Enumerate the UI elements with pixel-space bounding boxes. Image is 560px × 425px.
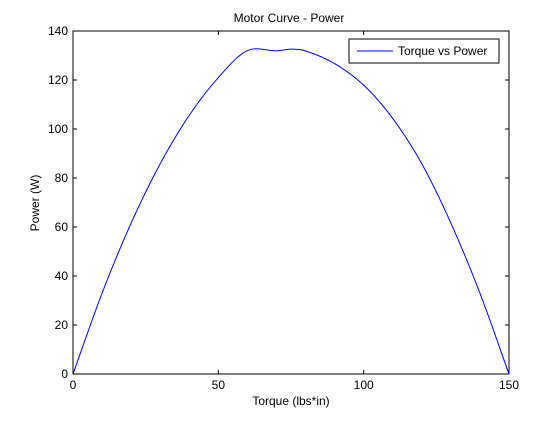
x-axis-ticks: 0 50 100 150 <box>70 31 519 392</box>
y-tick-label: 40 <box>55 269 69 283</box>
y-axis-label: Power (W) <box>28 175 42 232</box>
x-tick-label: 100 <box>354 378 374 392</box>
x-tick-label: 150 <box>499 378 519 392</box>
x-tick-label: 0 <box>70 378 77 392</box>
chart-title: Motor Curve - Power <box>234 11 345 25</box>
y-tick-label: 0 <box>61 367 68 381</box>
y-tick-label: 60 <box>55 220 69 234</box>
y-tick-label: 20 <box>55 318 69 332</box>
x-axis-label: Torque (lbs*in) <box>252 394 329 408</box>
y-tick-label: 120 <box>48 73 68 87</box>
x-tick-label: 50 <box>212 378 226 392</box>
y-tick-label: 140 <box>48 24 68 38</box>
y-tick-label: 80 <box>55 171 69 185</box>
legend-label: Torque vs Power <box>398 44 487 58</box>
y-tick-label: 100 <box>48 122 68 136</box>
series-line-torque-vs-power <box>72 48 510 375</box>
chart-legend: Torque vs Power <box>348 38 500 64</box>
y-axis-ticks: 0 20 40 60 80 100 120 140 <box>48 24 509 381</box>
plot-area <box>72 30 510 375</box>
